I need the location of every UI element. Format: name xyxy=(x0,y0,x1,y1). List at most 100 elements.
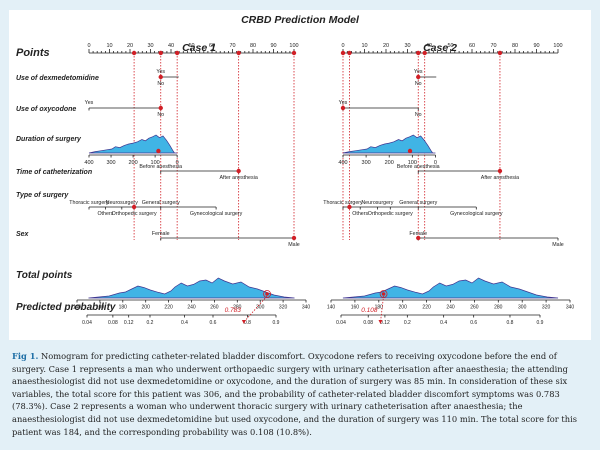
duration-tick-label: 100 xyxy=(151,160,160,166)
probability-tick-label: 0.4 xyxy=(440,320,447,326)
points-tick-label: 30 xyxy=(404,43,410,49)
probability-tick-label: 0.08 xyxy=(108,320,118,326)
variable-label: Female xyxy=(409,231,427,237)
points-tick-label: 0 xyxy=(87,43,90,49)
points-tick-label: 70 xyxy=(490,43,496,49)
points-marker xyxy=(291,50,297,56)
variable-label: Yes xyxy=(85,100,94,106)
probability-tick-label: 0.08 xyxy=(363,320,373,326)
row-label: Duration of surgery xyxy=(16,136,82,143)
variable-label: Orthopedic surgery xyxy=(112,211,157,217)
points-tick-label: 60 xyxy=(209,43,215,49)
total-tick-label: 200 xyxy=(142,305,151,311)
caption-text: Nomogram for predicting catheter-related… xyxy=(12,351,577,437)
points-tick-label: 50 xyxy=(447,43,453,49)
duration-tick-label: 200 xyxy=(128,160,137,166)
points-marker xyxy=(340,50,346,56)
total-marker xyxy=(381,292,386,296)
total-tick-label: 160 xyxy=(351,305,360,311)
probability-tick-label: 0.2 xyxy=(404,320,411,326)
points-tick-label: 40 xyxy=(426,43,432,49)
probability-tick-label: 0.04 xyxy=(336,320,346,326)
variable-label: Yes xyxy=(339,100,348,106)
variable-label: After anesthesia xyxy=(220,175,258,181)
selected-marker xyxy=(158,74,163,80)
probability-tick-label: 0.6 xyxy=(470,320,477,326)
variable-label: Yes xyxy=(414,69,423,75)
variable-label: After anesthesia xyxy=(481,175,519,181)
selected-marker xyxy=(407,148,413,154)
total-tick-label: 260 xyxy=(210,305,219,311)
selected-marker xyxy=(347,204,352,210)
duration-density xyxy=(88,134,178,154)
figure-caption: Fig 1. Nomogram for predicting catheter-… xyxy=(12,350,590,438)
variable-label: Thoracic surgery xyxy=(323,200,363,206)
points-marker xyxy=(131,50,137,56)
points-tick-label: 80 xyxy=(250,43,256,49)
total-tick-label: 200 xyxy=(399,305,408,311)
variable-label: Others xyxy=(352,211,368,217)
total-tick-label: 300 xyxy=(518,305,527,311)
points-tick-label: 80 xyxy=(512,43,518,49)
total-tick-label: 220 xyxy=(164,305,173,311)
duration-tick-label: 300 xyxy=(106,160,115,166)
points-tick-label: 90 xyxy=(270,43,276,49)
total-density xyxy=(342,277,559,299)
row-label: Use of oxycodone xyxy=(16,106,76,113)
total-selected-ring xyxy=(263,290,271,298)
selected-marker xyxy=(158,105,163,111)
points-tick-label: 10 xyxy=(361,43,367,49)
total-tick-label: 180 xyxy=(119,305,128,311)
selected-marker xyxy=(497,168,503,174)
variable-label: Neurosurgery xyxy=(106,200,138,206)
duration-tick-label: 400 xyxy=(338,160,347,166)
total-tick-label: 180 xyxy=(375,305,384,311)
variable-label: Thoracic surgery xyxy=(69,200,109,206)
selected-marker xyxy=(416,74,421,80)
selected-marker xyxy=(291,235,297,241)
variable-label: Orthopedic surgery xyxy=(368,211,413,217)
points-marker xyxy=(497,50,503,56)
duration-tick-label: 100 xyxy=(408,160,417,166)
total-tick-label: 320 xyxy=(542,305,551,311)
variable-label: Male xyxy=(288,242,300,248)
total-tick-label: 280 xyxy=(494,305,503,311)
case-title: Case 2 xyxy=(423,42,457,54)
variable-label: Others xyxy=(97,211,113,217)
variable-label: Male xyxy=(552,242,564,248)
total-tick-label: 240 xyxy=(446,305,455,311)
points-marker xyxy=(347,50,352,56)
total-tick-label: 320 xyxy=(279,305,288,311)
selected-marker xyxy=(340,105,346,111)
points-marker xyxy=(236,50,241,56)
points-tick-label: 30 xyxy=(147,43,153,49)
duration-tick-label: 0 xyxy=(434,160,437,166)
row-label: Sex xyxy=(16,231,30,238)
variable-label: Yes xyxy=(156,69,165,75)
variable-label: Before anesthesia xyxy=(139,164,182,170)
points-marker xyxy=(174,50,180,56)
total-tick-label: 280 xyxy=(233,305,242,311)
duration-density xyxy=(342,134,436,154)
points-tick-label: 70 xyxy=(229,43,235,49)
points-tick-label: 10 xyxy=(106,43,112,49)
probability-guide xyxy=(380,295,384,323)
points-tick-label: 20 xyxy=(127,43,133,49)
variable-label: General surgery xyxy=(399,200,437,206)
variable-label: Neurosurgery xyxy=(361,200,393,206)
total-tick-label: 140 xyxy=(73,305,82,311)
variable-label: Gynecological surgery xyxy=(190,211,243,217)
probability-tick-label: 0.2 xyxy=(147,320,154,326)
points-marker xyxy=(158,50,163,56)
probability-value: 0.783 xyxy=(225,307,242,314)
row-label: Total points xyxy=(16,270,73,281)
figure-label: Fig 1. xyxy=(12,351,39,361)
variable-label: Gynecological surgery xyxy=(450,211,503,217)
points-tick-label: 60 xyxy=(469,43,475,49)
probability-tick-label: 0.8 xyxy=(244,320,251,326)
variable-label: Before anesthesia xyxy=(397,164,440,170)
row-label: Points xyxy=(16,47,50,59)
points-tick-label: 50 xyxy=(188,43,194,49)
variable-label: No xyxy=(157,112,164,118)
selected-marker xyxy=(416,235,421,241)
